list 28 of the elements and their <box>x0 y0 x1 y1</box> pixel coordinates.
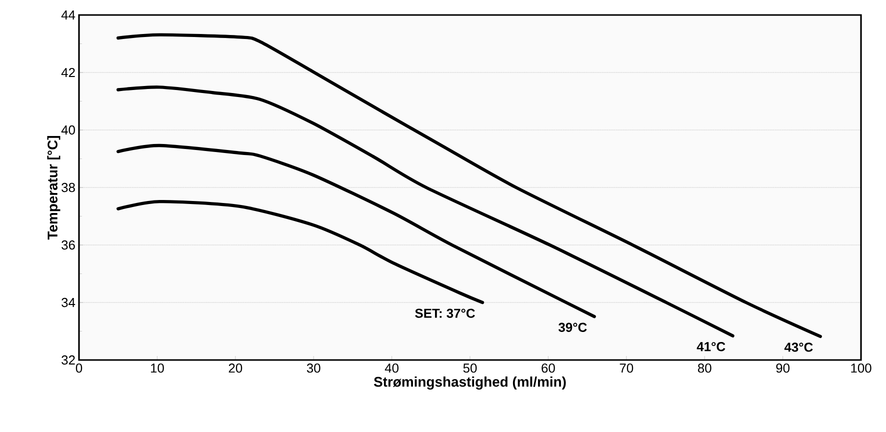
line-series <box>116 144 596 318</box>
x-tick-label: 0 <box>76 364 82 373</box>
x-tick-label: 40 <box>384 364 399 373</box>
y-tick-label: 32 <box>62 355 75 365</box>
y-tick-label: 42 <box>61 68 75 78</box>
x-tick-label: 60 <box>542 364 555 373</box>
y-tick-label: 40 <box>61 125 75 135</box>
x-tick-label: 70 <box>620 364 634 373</box>
y-tick-label: 38 <box>62 182 75 192</box>
x-tick-label: 100 <box>851 364 872 373</box>
x-tick-label: 90 <box>776 364 790 373</box>
x-tick-label: 30 <box>306 364 320 373</box>
x-tick-label: 20 <box>228 364 242 373</box>
series-label: 43°C <box>784 342 813 352</box>
series-label: 39°C <box>558 322 587 332</box>
y-axis-title: Temperatur [°C] <box>47 136 60 240</box>
line-series <box>116 200 484 304</box>
y-tick-label: 36 <box>62 240 75 250</box>
y-tick-label: 44 <box>61 10 76 20</box>
x-tick-label: 80 <box>698 364 712 373</box>
y-tick-label: 34 <box>62 298 76 308</box>
line-series <box>116 33 822 338</box>
series-label: 41°C <box>696 342 726 352</box>
series-label: SET: 37°C <box>415 308 475 318</box>
line-series <box>116 86 734 338</box>
x-tick-label: 10 <box>150 364 164 373</box>
x-tick-label: 50 <box>463 364 477 373</box>
x-axis-title: Strømingshastighed (ml/min) <box>374 376 566 390</box>
